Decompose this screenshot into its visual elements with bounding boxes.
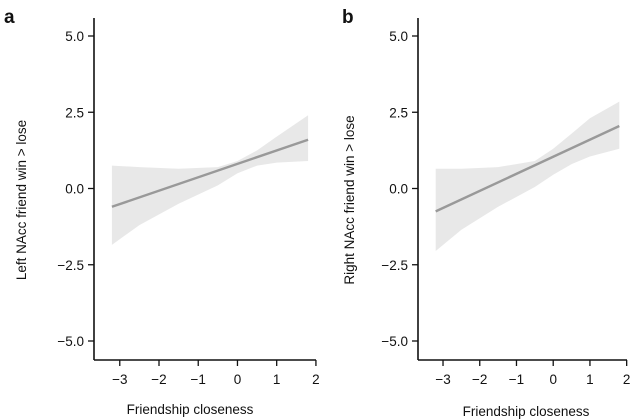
x-tick-label: −1: [191, 372, 206, 387]
panel-b-y-axis-label: Right NAcc friend win > lose: [342, 115, 357, 284]
panel-b-x-axis-label: Friendship closeness: [463, 404, 590, 419]
y-tick-label: 0.0: [389, 182, 408, 197]
confidence-band: [111, 115, 309, 245]
y-tick-label: −5.0: [57, 334, 84, 349]
y-tick-label: 5.0: [65, 29, 84, 44]
x-tick-label: 1: [586, 372, 594, 387]
y-tick-label: −2.5: [381, 258, 408, 273]
panel-b: b Right NAcc friend win > lose Friendshi…: [342, 7, 630, 419]
panel-a: a Left NAcc friend win > lose Friendship…: [4, 7, 320, 417]
regression-line: [435, 124, 620, 213]
x-tick-label: 0: [549, 372, 557, 387]
y-tick-label: −2.5: [57, 258, 84, 273]
x-tick-label: −2: [472, 372, 487, 387]
panel-b-letter: b: [342, 7, 354, 28]
x-tick-label: −3: [435, 372, 450, 387]
panel-a-y-axis-label: Left NAcc friend win > lose: [14, 120, 29, 280]
x-tick-label: −2: [151, 372, 166, 387]
panel-a-x-axis-label: Friendship closeness: [127, 402, 254, 417]
y-tick-label: 5.0: [389, 29, 408, 44]
confidence-band: [435, 101, 620, 251]
x-tick-label: −1: [509, 372, 524, 387]
regression-line: [111, 138, 309, 208]
x-tick-label: −3: [112, 372, 127, 387]
x-tick-label: 2: [312, 372, 320, 387]
y-tick-label: −5.0: [381, 334, 408, 349]
x-tick-label: 2: [623, 372, 631, 387]
y-tick-label: 2.5: [65, 105, 84, 120]
y-tick-label: 0.0: [65, 182, 84, 197]
x-tick-label: 0: [234, 372, 242, 387]
x-tick-label: 1: [273, 372, 281, 387]
y-tick-label: 2.5: [389, 105, 408, 120]
panel-a-letter: a: [4, 7, 15, 28]
